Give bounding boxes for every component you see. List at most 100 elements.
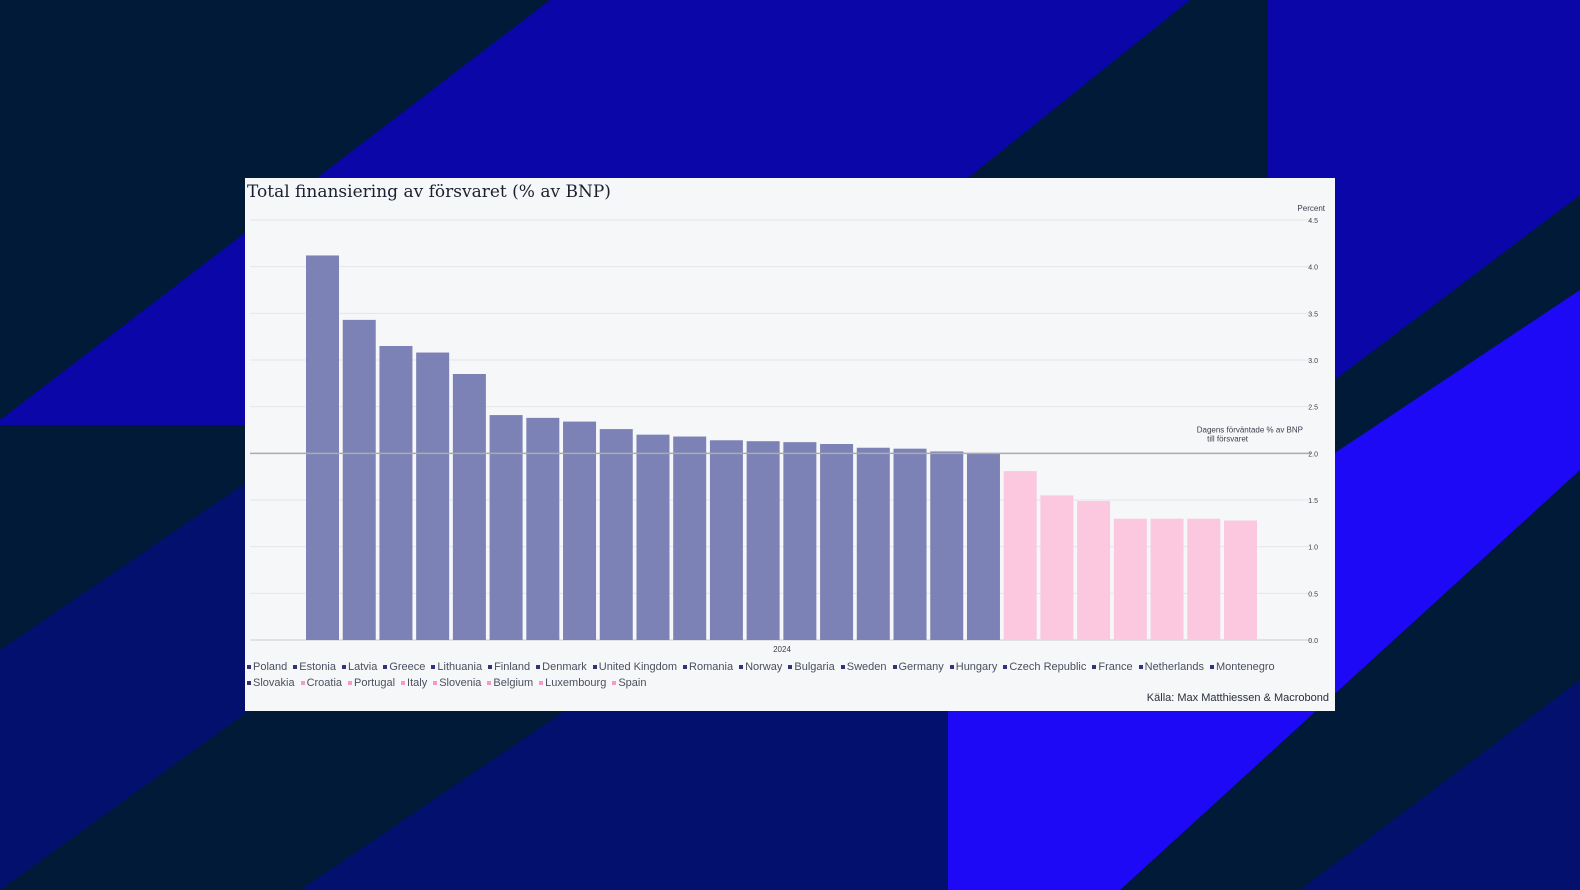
legend-item: Bulgaria xyxy=(788,659,835,675)
legend-label: Luxembourg xyxy=(545,677,607,689)
bar-germany xyxy=(746,441,780,640)
legend-marker xyxy=(300,681,305,686)
legend-label: United Kingdom xyxy=(598,661,678,673)
stripe-navy-right xyxy=(1300,680,1580,890)
legend-label: Lithuania xyxy=(437,661,483,673)
y-axis-ticks: 0.0 0.5 1.0 1.5 2.0 2.5 3.0 3.5 4.0 4.5 xyxy=(1308,218,1318,645)
y-tick-label: 2.5 xyxy=(1308,405,1318,412)
bar-montenegro xyxy=(930,451,964,640)
bar-croatia xyxy=(1003,471,1037,640)
y-tick-label: 3.0 xyxy=(1308,358,1318,365)
legend-marker xyxy=(488,665,493,670)
bar-denmark xyxy=(526,417,560,640)
reference-line-label: Dagens förväntade % av BNP xyxy=(1197,425,1303,434)
legend-marker xyxy=(341,665,346,670)
bar-lithuania xyxy=(452,374,486,640)
legend-marker xyxy=(247,681,251,686)
legend-marker xyxy=(612,681,617,686)
legend-item: Poland xyxy=(247,659,287,675)
reference-line-label-2: till försvaret xyxy=(1207,434,1249,443)
bar-poland xyxy=(306,255,339,640)
legend-label: Italy xyxy=(407,677,428,689)
bar-latvia xyxy=(379,346,413,640)
bar-bulgaria xyxy=(673,436,707,640)
legend-marker xyxy=(487,681,492,686)
y-tick-label: 3.5 xyxy=(1308,311,1318,318)
legend-marker xyxy=(949,665,954,670)
legend-item: Spain xyxy=(612,675,646,691)
bar-portugal xyxy=(1040,495,1074,640)
legend-marker xyxy=(788,665,793,670)
legend-item: Greece xyxy=(383,659,425,675)
bar-italy xyxy=(1077,500,1111,640)
stripe-navy-bottom xyxy=(300,711,948,890)
legend-marker xyxy=(892,665,897,670)
legend-item: Italy xyxy=(401,675,427,691)
legend-label: Poland xyxy=(253,661,288,673)
legend-item: Lithuania xyxy=(431,659,482,675)
legend-label: Latvia xyxy=(347,661,378,673)
bar-luxembourg xyxy=(1187,518,1221,640)
legend-marker xyxy=(383,665,388,670)
legend-item: Slovenia xyxy=(433,675,481,691)
legend-item: Slovakia xyxy=(247,675,295,691)
bar-estonia xyxy=(342,319,376,640)
legend-marker xyxy=(1092,665,1097,670)
chart-card: Dagens förväntade % av BNP till försvare… xyxy=(245,178,1335,711)
legend-marker xyxy=(348,681,353,686)
legend-label: Belgium xyxy=(493,677,534,689)
y-axis-label: Percent xyxy=(1297,204,1325,213)
legend-label: Germany xyxy=(898,661,944,673)
legend-item: Czech Republic xyxy=(1003,659,1086,675)
bar-france xyxy=(856,447,890,640)
legend-label: Hungary xyxy=(955,661,998,673)
legend-marker xyxy=(401,681,406,686)
legend-item: Germany xyxy=(892,659,944,675)
legend-label: Estonia xyxy=(299,661,336,673)
bar-romania xyxy=(599,429,633,640)
bar-greece xyxy=(416,352,450,640)
legend-label: Portugal xyxy=(354,677,396,689)
legend-item: Norway xyxy=(739,659,782,675)
legend-label: Denmark xyxy=(542,661,587,673)
bar-hungary xyxy=(783,442,817,640)
legend-item: Sweden xyxy=(840,659,887,675)
legend-label: Spain xyxy=(618,677,647,689)
y-tick-label: 4.5 xyxy=(1308,218,1318,225)
legend-item: Croatia xyxy=(300,675,343,691)
legend-marker xyxy=(247,665,251,670)
legend-item: France xyxy=(1092,659,1133,675)
y-tick-label: 0.0 xyxy=(1308,638,1318,645)
y-tick-label: 2.0 xyxy=(1308,451,1318,458)
legend-marker xyxy=(1003,665,1008,670)
legend-item: Latvia xyxy=(341,659,378,675)
legend-label: France xyxy=(1098,661,1133,673)
legend-item: Finland xyxy=(488,659,530,675)
legend-marker xyxy=(433,681,438,686)
y-tick-label: 1.0 xyxy=(1308,545,1318,552)
legend-marker xyxy=(293,665,298,670)
chart-legend: Poland Estonia Latvia Greece Lithuania Finlan… xyxy=(247,659,1307,691)
legend-label: Netherlands xyxy=(1144,661,1204,673)
legend-marker xyxy=(1209,665,1214,670)
bar-netherlands xyxy=(893,448,927,640)
bar-united-kingdom xyxy=(563,421,597,640)
legend-label: Romania xyxy=(689,661,734,673)
legend-label: Greece xyxy=(389,661,426,673)
legend-marker xyxy=(1138,665,1143,670)
bars xyxy=(306,255,1257,640)
bar-slovenia xyxy=(1113,518,1147,640)
legend-label: Slovenia xyxy=(439,677,482,689)
bar-slovakia xyxy=(966,453,1000,640)
y-tick-label: 0.5 xyxy=(1308,591,1318,598)
y-tick-label: 4.0 xyxy=(1308,265,1318,272)
bar-norway xyxy=(636,434,670,640)
legend-marker xyxy=(539,681,544,686)
legend-label: Croatia xyxy=(306,677,343,689)
legend-item: Netherlands xyxy=(1138,659,1204,675)
bar-chart: Dagens förväntade % av BNP till försvare… xyxy=(250,204,1326,654)
legend-label: Sweden xyxy=(846,661,887,673)
legend-item: United Kingdom xyxy=(592,659,678,675)
legend-marker xyxy=(592,665,597,670)
bar-finland xyxy=(489,415,523,640)
